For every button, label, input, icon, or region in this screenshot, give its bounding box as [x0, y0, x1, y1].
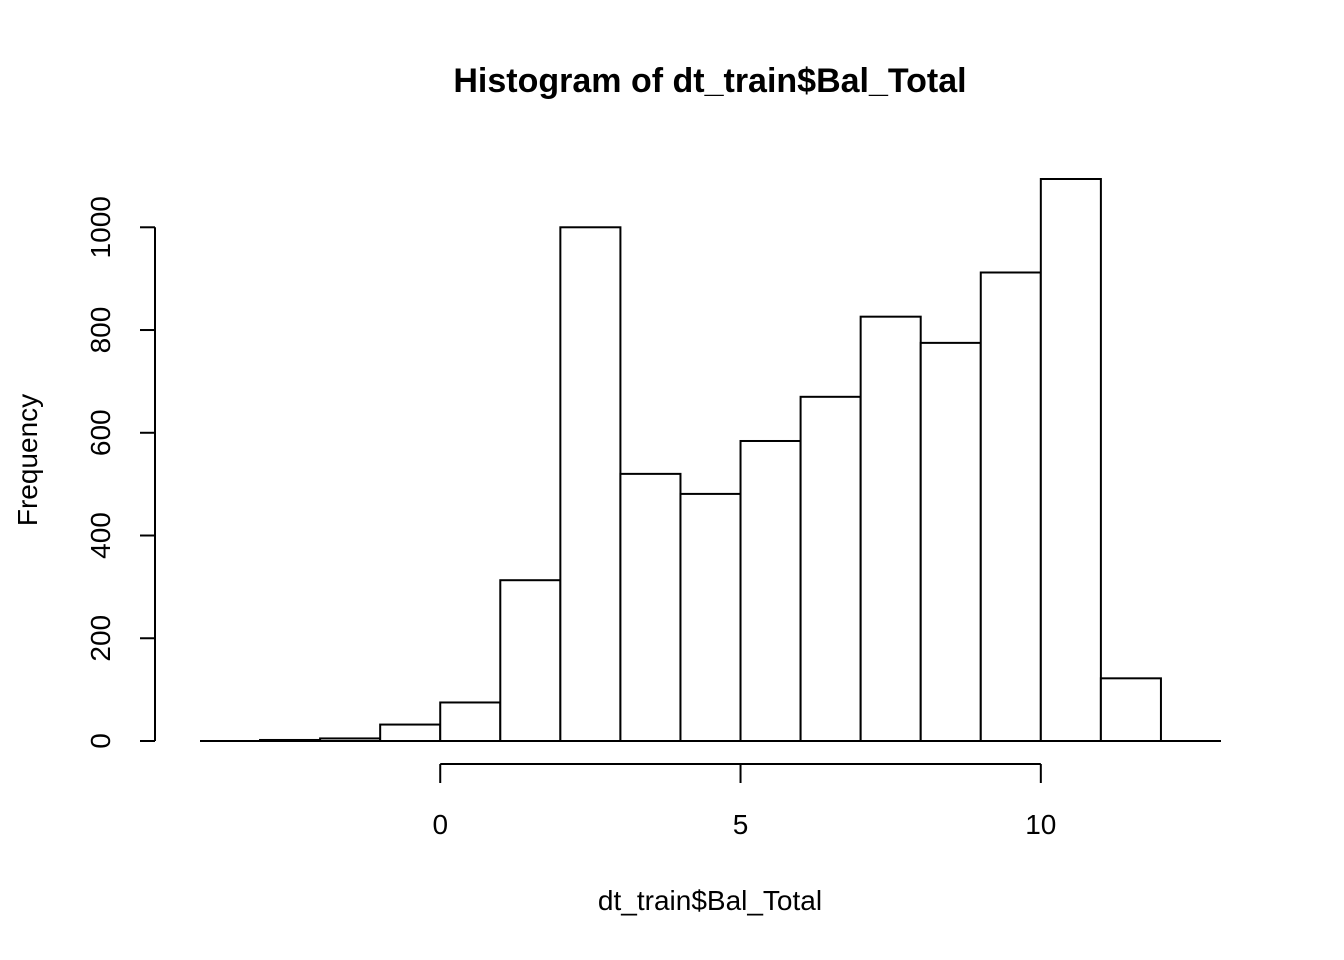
histogram-bar	[319, 737, 382, 743]
x-tick-label: 0	[432, 809, 448, 840]
y-axis: 0 200 400 600 800 1000	[85, 196, 156, 749]
histogram-bar	[439, 701, 502, 743]
histogram-bar	[1099, 677, 1162, 742]
y-tick-group: 0 200 400 600 800 1000	[85, 196, 155, 749]
histogram-bar	[259, 738, 322, 743]
y-tick-label: 200	[85, 615, 116, 662]
histogram-bar	[859, 315, 922, 742]
histogram-bar	[559, 226, 622, 743]
y-tick-label: 400	[85, 512, 116, 559]
y-axis-label: Frequency	[12, 394, 43, 526]
histogram-bar	[679, 492, 742, 742]
y-tick-label: 0	[85, 733, 116, 749]
histogram-bar	[739, 439, 802, 742]
bar-group	[259, 178, 1162, 743]
chart-title: Histogram of dt_train$Bal_Total	[453, 62, 966, 100]
histogram-bar	[619, 472, 682, 742]
x-axis: 0 5 10	[432, 763, 1056, 840]
x-tick-group: 0 5 10	[432, 764, 1056, 840]
histogram-bar	[499, 579, 562, 743]
x-tick-label: 10	[1025, 809, 1056, 840]
y-tick-label: 1000	[85, 196, 116, 258]
x-axis-label: dt_train$Bal_Total	[598, 885, 822, 916]
y-tick-label: 800	[85, 307, 116, 354]
histogram-bar	[919, 341, 982, 742]
histogram-bar	[379, 723, 442, 742]
x-tick-label: 5	[733, 809, 749, 840]
histogram-bar	[1039, 178, 1102, 742]
histogram-bar	[799, 395, 862, 742]
histogram-bar	[979, 271, 1042, 742]
y-tick-label: 600	[85, 409, 116, 456]
